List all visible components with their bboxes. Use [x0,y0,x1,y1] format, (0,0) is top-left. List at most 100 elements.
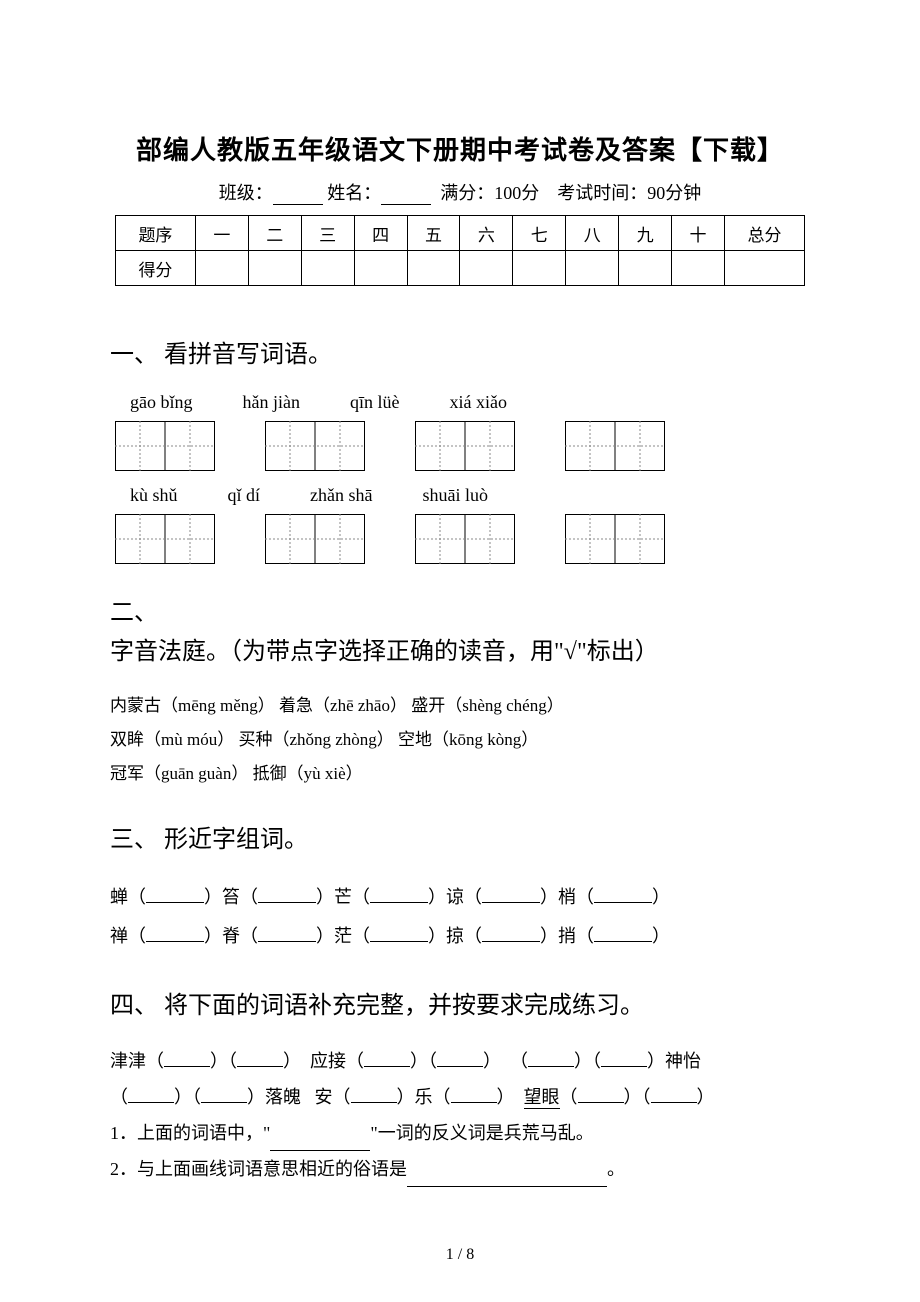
score-header-label: 题序 [116,216,196,251]
q-text: 2．与上面画线词语意思相近的俗语是 [110,1159,407,1179]
word-part: 津津 [110,1051,146,1071]
char-input-box [415,421,515,471]
score-value-cell [195,251,248,286]
pinyin-label: zhǎn shā [310,485,372,506]
answer-blank [258,902,316,903]
pinyin-row-2: kù shǔ qǐ dí zhǎn shā shuāi luò [110,485,810,506]
name-label: 姓名： [327,183,381,203]
word-part: 安 [315,1087,333,1107]
char-input-box [115,421,215,471]
full-score-value: 100分 [494,183,539,203]
pinyin-label: qǐ dí [228,485,261,506]
answer-blank [451,1102,497,1103]
char: 谅 [446,887,464,907]
char-input-box [115,514,215,564]
time-value: 90分钟 [647,183,701,203]
score-header-col: 六 [460,216,513,251]
score-header-col: 十 [672,216,725,251]
full-score-label: 满分： [440,183,494,203]
page-current: 1 [446,1246,454,1263]
char: 笞 [222,887,240,907]
score-value-cell [354,251,407,286]
score-header-total: 总分 [724,216,804,251]
answer-blank [594,941,652,942]
pinyin-label: xiá xiǎo [449,392,506,413]
score-header-col: 七 [513,216,566,251]
score-value-cell [407,251,460,286]
answer-blank [651,1102,697,1103]
answer-blank [437,1066,483,1067]
class-blank [273,186,323,205]
score-value-cell [460,251,513,286]
char-box-row-1 [110,421,810,471]
q-text: "一词的反义词是兵荒马乱。 [370,1123,593,1143]
score-value-cell [672,251,725,286]
section1-heading: 一、 看拼音写词语。 [110,336,810,374]
underlined-word: 望眼 [524,1087,560,1109]
answer-blank [528,1066,574,1067]
page-number: 1 / 8 [0,1246,920,1264]
score-table-header-row: 题序 一 二 三 四 五 六 七 八 九 十 总分 [116,216,805,251]
section2-heading: 二、 字音法庭。（为带点字选择正确的读音，用"√"标出） [110,594,810,671]
char: 捎 [558,926,576,946]
answer-blank [578,1102,624,1103]
answer-blank [351,1102,397,1103]
section4-q2: 2．与上面画线词语意思相近的俗语是。 [110,1151,810,1187]
section2-line3: 冠军（guān guàn） 抵御（yù xiè） [110,757,810,791]
score-table: 题序 一 二 三 四 五 六 七 八 九 十 总分 得分 [115,215,805,286]
pinyin-label: hǎn jiàn [243,392,300,413]
section3-row2: 禅（）脊（）茫（）掠（）捎（） [110,917,810,957]
word-part: 应接 [310,1051,346,1071]
score-value-label: 得分 [116,251,196,286]
section2-line1: 内蒙古（mēng měng） 着急（zhē zhāo） 盛开（shèng ché… [110,689,810,723]
char: 茫 [334,926,352,946]
answer-blank [270,1132,370,1151]
score-table-value-row: 得分 [116,251,805,286]
char-input-box [565,514,665,564]
score-value-cell [619,251,672,286]
char: 蝉 [110,887,128,907]
answer-blank [370,941,428,942]
pinyin-label: gāo bǐng [130,392,193,413]
section2-line2: 双眸（mù móu） 买种（zhǒng zhòng） 空地（kōng kòng） [110,723,810,757]
pinyin-label: kù shǔ [130,485,178,506]
word-part: 落魄 [265,1087,301,1107]
answer-blank [258,941,316,942]
section4-q1: 1．上面的词语中，" "一词的反义词是兵荒马乱。 [110,1115,810,1151]
class-label: 班级： [219,183,273,203]
meta-line: 班级： 姓名： 满分：100分 考试时间：90分钟 [110,179,810,205]
char: 脊 [222,926,240,946]
score-value-cell [301,251,354,286]
q-text: 1．上面的词语中，" [110,1123,270,1143]
score-value-cell [566,251,619,286]
char: 掠 [446,926,464,946]
score-value-cell [248,251,301,286]
char-input-box [415,514,515,564]
score-header-col: 一 [195,216,248,251]
char: 梢 [558,887,576,907]
char-input-box [265,421,365,471]
answer-blank [201,1102,247,1103]
section4-line2: （）（）落魄 安（）乐（） 望眼（）（） [110,1079,810,1115]
section4-line1: 津津（）（） 应接（）（） （）（）神怡 [110,1043,810,1079]
answer-blank [237,1066,283,1067]
score-header-col: 二 [248,216,301,251]
answer-blank [482,941,540,942]
section3-heading: 三、 形近字组词。 [110,821,810,859]
answer-blank [601,1066,647,1067]
pinyin-row-1: gāo bǐng hǎn jiàn qīn lüè xiá xiǎo [110,392,810,413]
answer-blank [146,941,204,942]
section4-heading: 四、 将下面的词语补充完整，并按要求完成练习。 [110,987,810,1025]
answer-blank [482,902,540,903]
score-header-col: 四 [354,216,407,251]
answer-blank [364,1066,410,1067]
document-title: 部编人教版五年级语文下册期中考试卷及答案【下载】 [110,130,810,167]
char: 芒 [334,887,352,907]
word-part: 乐 [415,1087,433,1107]
pinyin-label: shuāi luò [423,485,489,506]
section2-title: 字音法庭。（为带点字选择正确的读音，用"√"标出） [110,633,810,671]
pinyin-label: qīn lüè [350,392,400,413]
char: 禅 [110,926,128,946]
name-blank [381,186,431,205]
score-header-col: 三 [301,216,354,251]
